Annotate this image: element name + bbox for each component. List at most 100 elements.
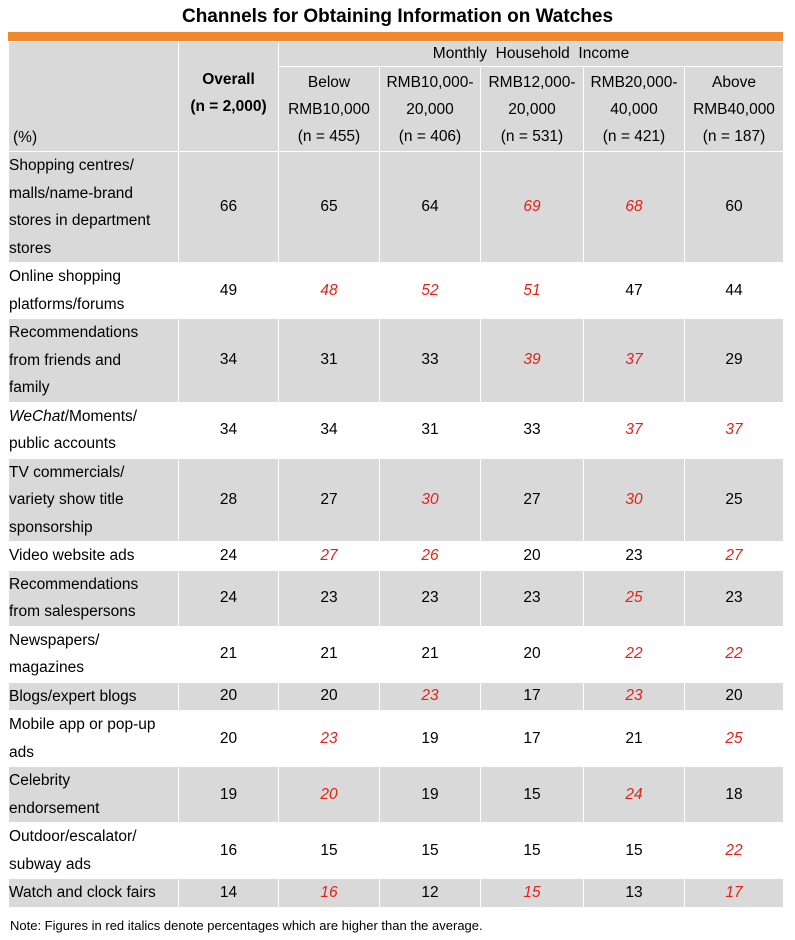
corner-cell: (%) [8,41,179,152]
income-value: 33 [480,401,584,459]
income-value: 12 [379,878,481,908]
page-title: Channels for Obtaining Information on Wa… [181,6,614,27]
income-value: 65 [278,151,380,263]
row-label: Recommendations from salespersons [8,569,179,627]
income-value: 17 [480,710,584,767]
row-label-line: Online shopping [9,268,122,285]
income-value: 60 [683,151,785,263]
row-label-line: family [9,379,50,396]
overall-value: 34 [178,401,279,459]
income-value: 15 [480,766,584,823]
income-value: 31 [379,401,481,459]
unit-label: (%) [13,129,38,146]
overall-value: 24 [178,541,279,571]
income-value: 16 [278,878,380,908]
income-value: 23 [583,681,685,711]
row-label: Celebrity endorsement [8,766,179,823]
row-label-line: Recommendations [9,324,139,341]
row-label-line: malls/name-brand [9,184,134,202]
income-value: 30 [583,457,685,542]
table-row: Recommendations from salespersons 24 23 23 23… [8,569,785,627]
income-value: 21 [278,625,380,683]
table-row: Shopping centres/malls/name-brand stores … [8,151,785,263]
column-header-line: Above [712,73,756,91]
income-value: 37 [683,401,785,459]
income-value: 27 [278,541,380,571]
income-value: 29 [683,318,785,403]
income-value: 22 [683,822,785,879]
income-value: 27 [278,457,380,542]
income-value: 20 [480,541,584,571]
column-header-line: 20,000 [508,100,556,118]
income-value: 20 [278,681,380,711]
overall-value: 20 [178,710,279,767]
table-row: Online shopping platforms/forums 49 48 52 51 4… [8,262,785,319]
income-value: 51 [480,262,584,319]
row-label-line: ads [9,743,34,761]
row-label: Mobile app or pop-up ads [8,710,179,767]
income-value: 30 [379,457,481,542]
income-value: 20 [480,625,584,683]
overall-value: 34 [178,318,279,403]
income-value: 25 [583,569,685,627]
row-label: TV commercials/variety show title sponsor… [8,457,179,542]
row-label: Blogs/expert blogs [8,681,179,711]
column-header-line: Below [307,73,351,91]
row-label: Newspapers/magazines [8,625,179,683]
income-column-header: RMB12,000- 20,000 (n = 531) [480,66,584,152]
income-value: 23 [480,569,584,627]
column-header-line: RMB40,000 [693,100,775,118]
income-value: 23 [278,710,380,767]
row-label-line: Recommendations [9,575,139,593]
income-value: 33 [379,318,481,403]
row-label-line: subway ads [9,855,91,873]
income-value: 19 [379,710,481,767]
table-row: Video website ads 24 27 26 20 23 27 [8,541,785,571]
income-value: 47 [583,262,685,319]
overall-value: 28 [178,457,279,542]
table-row: TV commercials/variety show title sponsor… [8,457,785,542]
row-label-line: WeChat/Moments/ [9,407,138,425]
income-value: 27 [683,541,785,571]
income-group-header: Monthly Household Income [277,41,785,67]
overall-value: 16 [178,822,279,879]
income-value: 19 [379,766,481,823]
footnote: Note: Figures in red italics denote perc… [10,917,483,933]
row-label-line: sponsorship [9,518,93,536]
column-header-line: RMB20,000- [590,73,678,91]
income-value: 17 [683,878,785,908]
row-label: Shopping centres/malls/name-brand stores … [8,151,179,263]
overall-value: 21 [178,625,279,683]
income-value: 26 [379,541,481,571]
income-value: 15 [379,822,481,879]
column-header-line: (n = 187) [702,127,766,145]
income-value: 13 [583,878,685,908]
income-value: 22 [583,625,685,683]
income-value: 34 [278,401,380,459]
row-label-line: Celebrity [9,772,71,789]
income-value: 48 [278,262,380,319]
row-label: Video website ads [8,541,179,571]
income-value: 21 [379,625,481,683]
column-header-line: RMB10,000 [288,100,370,118]
table-row: WeChat/Moments/public accounts 34 34 31 33 37… [8,401,785,459]
income-value: 21 [583,710,685,767]
column-header-line: RMB10,000- [386,73,474,91]
income-value: 68 [583,151,685,263]
income-column-header: RMB10,000- 20,000 (n = 406) [379,66,481,152]
row-label-line: stores in department [9,212,151,229]
table-row: Watch and clock fairs 14 16 12 15 13 17 [8,878,785,908]
row-label-line: Video website ads [9,547,135,564]
income-value: 23 [683,569,785,627]
row-label-line: from friends and [9,351,121,369]
income-value: 27 [480,457,584,542]
column-header-line: RMB12,000- [488,73,576,91]
income-value: 64 [379,151,481,263]
row-label-line: variety show title [9,491,124,508]
income-value: 18 [683,766,785,823]
data-table: (%) Overall (n = 2,000) Monthly Househol… [8,41,785,908]
overall-value: 14 [178,878,279,908]
column-header-line: (n = 531) [500,127,564,145]
row-label-line: Newspapers/ [9,631,100,649]
row-label-line: endorsement [9,799,100,817]
